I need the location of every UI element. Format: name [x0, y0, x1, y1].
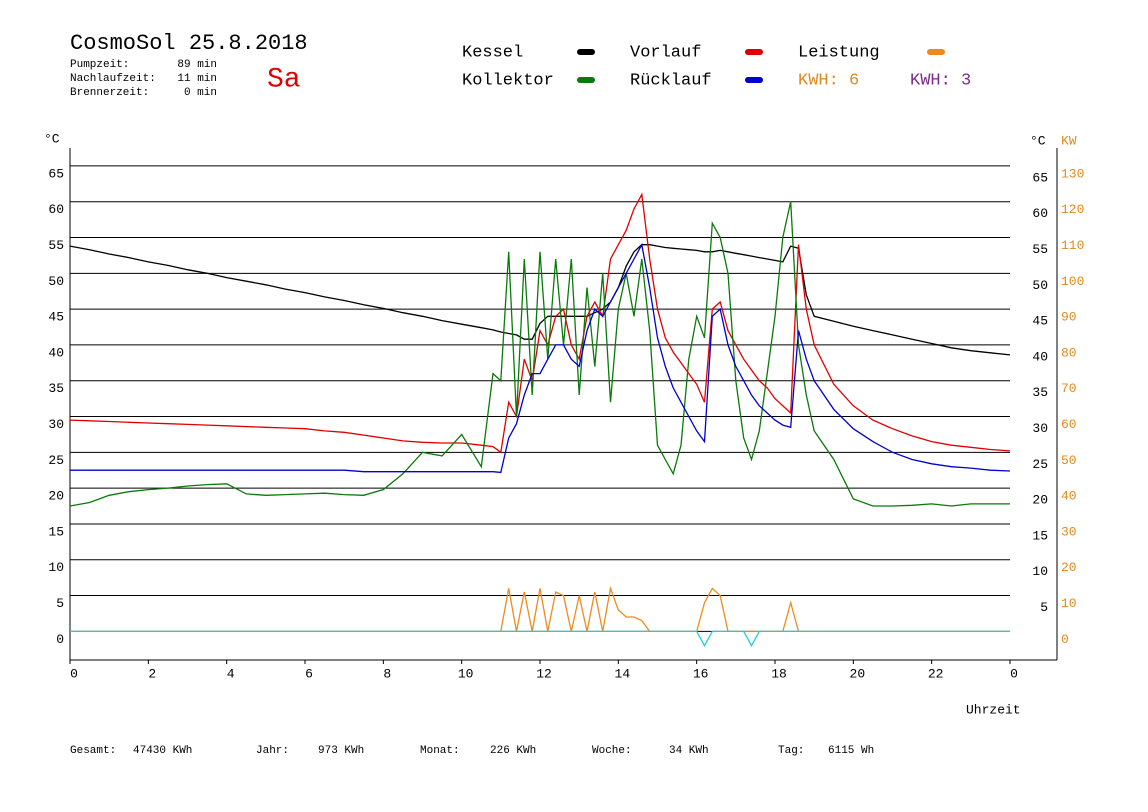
series-line — [69, 244, 1011, 356]
footer-label: Jahr: — [256, 745, 289, 757]
day-label: Sa — [267, 64, 301, 95]
y-tick-label: 30 — [48, 417, 64, 432]
x-tick-label: 4 — [227, 666, 235, 681]
y2-tick-label: 90 — [1061, 310, 1077, 325]
x-tick-label: 20 — [850, 666, 866, 681]
y-right-tick-label: 65 — [1032, 170, 1048, 185]
y-right-axis-label: °C — [1030, 133, 1046, 148]
y-right-tick-label: 35 — [1032, 385, 1048, 400]
footer-value: 34 KWh — [669, 745, 709, 757]
y-right-tick-label: 40 — [1032, 349, 1048, 364]
x-tick-label: 0 — [1010, 666, 1018, 681]
y2-tick-label: 80 — [1061, 345, 1077, 360]
y-tick-label: 55 — [48, 238, 64, 253]
y-tick-label: 65 — [48, 166, 64, 181]
legend-label: Kessel — [462, 43, 523, 62]
kwh-label: KWH: 6 — [798, 71, 859, 90]
legend-label: Rücklauf — [630, 71, 712, 90]
y-tick-label: 10 — [48, 560, 64, 575]
footer-label: Monat: — [420, 745, 460, 757]
y2-tick-label: 60 — [1061, 417, 1077, 432]
x-tick-label: 18 — [771, 666, 787, 681]
y-tick-label: 5 — [56, 596, 64, 611]
footer-label: Woche: — [592, 745, 632, 757]
y-right-tick-label: 50 — [1032, 278, 1048, 293]
info-value: 11 min — [177, 73, 217, 85]
y2-tick-label: 20 — [1061, 560, 1077, 575]
x-tick-label: 10 — [458, 666, 474, 681]
info-label: Pumpzeit: — [70, 59, 129, 71]
info-label: Brennerzeit: — [70, 87, 149, 99]
y2-tick-label: 10 — [1061, 596, 1077, 611]
info-value: 89 min — [177, 59, 217, 71]
x-tick-label: 14 — [615, 666, 631, 681]
y-tick-label: 50 — [48, 274, 64, 289]
series-line — [69, 192, 1011, 454]
footer-label: Tag: — [778, 745, 804, 757]
legend-label: Kollektor — [462, 71, 554, 90]
series-line — [70, 630, 1010, 648]
x-tick-label: 2 — [148, 666, 156, 681]
x-tick-label: 6 — [305, 666, 313, 681]
legend-label: Vorlauf — [630, 43, 701, 62]
footer-value: 47430 KWh — [133, 745, 192, 757]
y2-tick-label: 110 — [1061, 238, 1084, 253]
y2-axis-label: KW — [1061, 133, 1077, 148]
y-right-tick-label: 5 — [1040, 600, 1048, 615]
footer-value: 973 KWh — [318, 745, 364, 757]
y-tick-label: 40 — [48, 345, 64, 360]
chart-title: CosmoSol 25.8.2018 — [70, 31, 308, 56]
legend-label: Leistung — [798, 43, 880, 62]
y-tick-label: 0 — [56, 632, 64, 647]
y-axis-label: °C — [44, 131, 60, 146]
y2-tick-label: 100 — [1061, 274, 1084, 289]
y-right-tick-label: 20 — [1032, 493, 1048, 508]
y-right-tick-label: 10 — [1032, 564, 1048, 579]
y-right-tick-label: 45 — [1032, 314, 1048, 329]
x-tick-label: 16 — [693, 666, 709, 681]
y2-tick-label: 120 — [1061, 202, 1084, 217]
y-tick-label: 15 — [48, 524, 64, 539]
y2-tick-label: 70 — [1061, 381, 1077, 396]
y-tick-label: 60 — [48, 202, 64, 217]
series-line — [70, 585, 1010, 633]
footer-value: 226 KWh — [490, 745, 536, 757]
x-tick-label: 12 — [536, 666, 552, 681]
y-right-tick-label: 30 — [1032, 421, 1048, 436]
x-axis-label: Uhrzeit — [966, 702, 1021, 717]
y-right-tick-label: 25 — [1032, 457, 1048, 472]
y-tick-label: 20 — [48, 489, 64, 504]
y2-tick-label: 130 — [1061, 166, 1084, 181]
y-tick-label: 45 — [48, 310, 64, 325]
footer-label: Gesamt: — [70, 745, 116, 757]
y-right-tick-label: 15 — [1032, 528, 1048, 543]
series-line — [70, 242, 1011, 474]
y-tick-label: 25 — [48, 453, 64, 468]
y-right-tick-label: 55 — [1032, 242, 1048, 257]
y-right-tick-label: 60 — [1032, 206, 1048, 221]
footer-value: 6115 Wh — [828, 745, 874, 757]
kwh-label: KWH: 3 — [910, 71, 971, 90]
x-tick-label: 8 — [383, 666, 391, 681]
y2-tick-label: 30 — [1061, 524, 1077, 539]
y-tick-label: 35 — [48, 381, 64, 396]
y2-tick-label: 40 — [1061, 489, 1077, 504]
x-tick-label: 0 — [70, 666, 78, 681]
info-label: Nachlaufzeit: — [70, 73, 156, 85]
x-tick-label: 22 — [928, 666, 944, 681]
series-line — [69, 201, 1010, 507]
info-value: 0 min — [184, 87, 217, 99]
y2-tick-label: 0 — [1061, 632, 1069, 647]
y2-tick-label: 50 — [1061, 453, 1077, 468]
